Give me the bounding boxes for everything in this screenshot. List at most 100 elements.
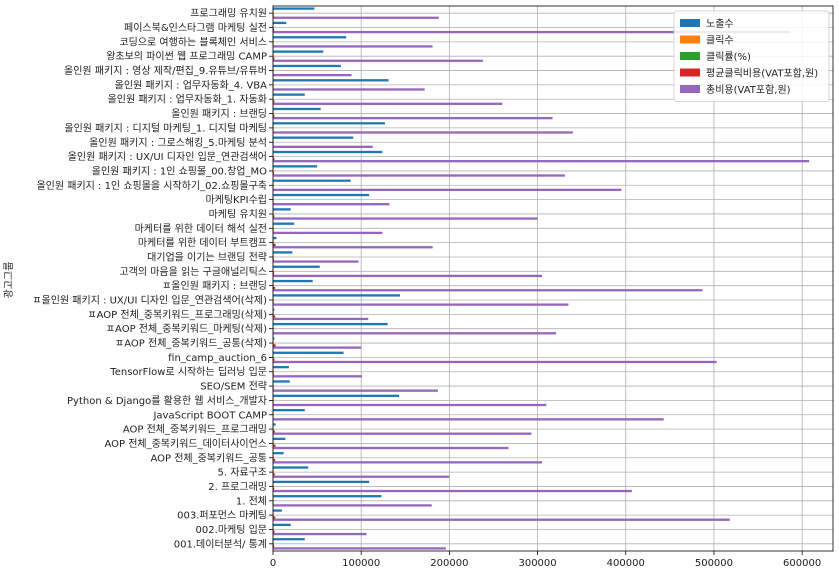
plot-frame: [272, 5, 834, 552]
y-tick-label: 마케터를 위한 데이터 해석 실전: [135, 222, 267, 235]
y-tick-label: 마케터를 위한 데이터 부트캠프: [138, 236, 267, 249]
bar: [273, 222, 295, 225]
y-tick-label: AOP 전체_중복키워드_공통: [150, 451, 267, 464]
bar: [273, 79, 389, 82]
bar: [273, 495, 382, 498]
y-tick-label: 올인원 패키지 : 디지털 마케팅_1. 디지털 마케팅: [64, 122, 267, 134]
y-tick-label: 왕초보의 파이썬 웹 프로그래밍 CAMP: [106, 51, 267, 63]
y-tick-label: TensorFlow로 시작하는 딥러닝 입문: [109, 365, 267, 378]
bar: [273, 215, 275, 218]
bar: [273, 509, 282, 512]
x-tick-label: 100000: [342, 558, 380, 569]
bar: [273, 279, 313, 283]
bar: [273, 243, 276, 247]
bar: [273, 344, 276, 347]
bar: [273, 518, 730, 521]
bar: [273, 423, 276, 426]
bar: [273, 303, 569, 306]
y-tick-label: 올인원 패키지 : 브랜딩: [171, 108, 267, 120]
bar: [273, 174, 565, 177]
bar: [273, 473, 275, 476]
bar: [273, 160, 810, 163]
bar: [273, 358, 275, 361]
bar: [273, 88, 425, 91]
bar: [273, 466, 309, 469]
y-tick-label: 올인원 패키지 : UX/UI 디자인 입문_연관검색어: [68, 150, 267, 163]
y-tick-label: 올인원 패키지 : 업무자동화_1. 자동화: [108, 93, 267, 106]
bar: [273, 458, 276, 462]
y-tick-label: 올인원 패키지 : 그로스해킹_5.마케팅 분석: [89, 136, 267, 149]
legend-swatch: [680, 85, 700, 93]
bar: [273, 217, 538, 220]
legend-swatch: [680, 19, 700, 27]
y-tick-label: ㅍ올인원 패키지 : UX/UI 디자인 입문_연관검색어(삭제): [32, 294, 267, 307]
bar: [273, 231, 383, 235]
y-tick-label: 올인원 패키지 : 1인 쇼핑몰_00.창업_MO: [92, 164, 267, 177]
legend-label: 노출수: [706, 18, 734, 30]
y-tick-label: 대기업을 이기는 브랜딩 전략: [147, 250, 267, 263]
bar: [273, 117, 553, 120]
bar: [273, 30, 790, 34]
bar: [273, 236, 277, 240]
y-tick-label: 올인원 패키지 : 업무자동화_4. VBA: [115, 78, 268, 91]
y-axis-title: 광고그룹: [3, 262, 15, 299]
bar: [273, 360, 717, 364]
y-tick-label: 코딩으로 여행하는 블록체인 서비스: [119, 35, 267, 48]
x-tick-label: 400000: [607, 558, 645, 569]
bar: [273, 375, 363, 378]
bar: [273, 150, 383, 154]
bar: [273, 538, 305, 541]
legend-label: 클릭수: [706, 35, 734, 47]
legend-swatch: [680, 35, 700, 44]
y-tick-label: AOP 전체_중복키워드_데이터사이언스: [104, 437, 267, 450]
bar: [273, 289, 703, 292]
bar: [273, 100, 275, 103]
bar: [273, 523, 291, 527]
x-tick-label: 600000: [783, 558, 821, 569]
bar: [273, 547, 446, 550]
axes-layer: [269, 5, 834, 555]
bar: [273, 107, 321, 111]
bar: [273, 394, 400, 397]
bar: [273, 114, 275, 118]
bar: [273, 193, 370, 197]
bars-layer: [273, 7, 810, 550]
bar: [273, 322, 388, 326]
bar: [273, 57, 275, 60]
bar: [273, 36, 347, 39]
bar: [273, 544, 275, 548]
bar: [273, 480, 370, 484]
bar: [273, 351, 344, 354]
bar: [273, 165, 318, 168]
bar: [273, 432, 532, 435]
x-tick-label: 300000: [518, 558, 556, 569]
bar: [273, 93, 305, 96]
legend-label: 평균클릭비용(VAT포함,원): [706, 68, 818, 80]
y-tick-label: ㅍAOP 전체_중복키워드_마케팅(삭제): [106, 322, 267, 335]
bar: [273, 45, 433, 48]
y-tick-label: JavaScript BOOT CAMP: [152, 410, 267, 421]
y-tick-label: 2. 프로그래밍: [208, 481, 267, 493]
bar: [273, 179, 351, 182]
bar: [273, 389, 438, 392]
legend-swatch: [680, 68, 700, 77]
y-tick-label: ㅍAOP 전체_중복키워드_공통(삭제): [115, 337, 267, 350]
bar: [273, 208, 291, 211]
bar: [273, 403, 547, 407]
bar: [273, 372, 274, 376]
bar: [273, 317, 369, 321]
bar: [273, 172, 274, 175]
bar: [273, 308, 275, 311]
bar: [273, 380, 290, 383]
bar: [273, 452, 284, 455]
bar: [273, 475, 450, 478]
bar: [273, 50, 324, 53]
bar: [273, 265, 320, 268]
bar: [273, 258, 274, 261]
bar: [273, 272, 275, 275]
bar: [273, 365, 289, 369]
bar: [273, 532, 367, 536]
bar: [273, 73, 352, 77]
